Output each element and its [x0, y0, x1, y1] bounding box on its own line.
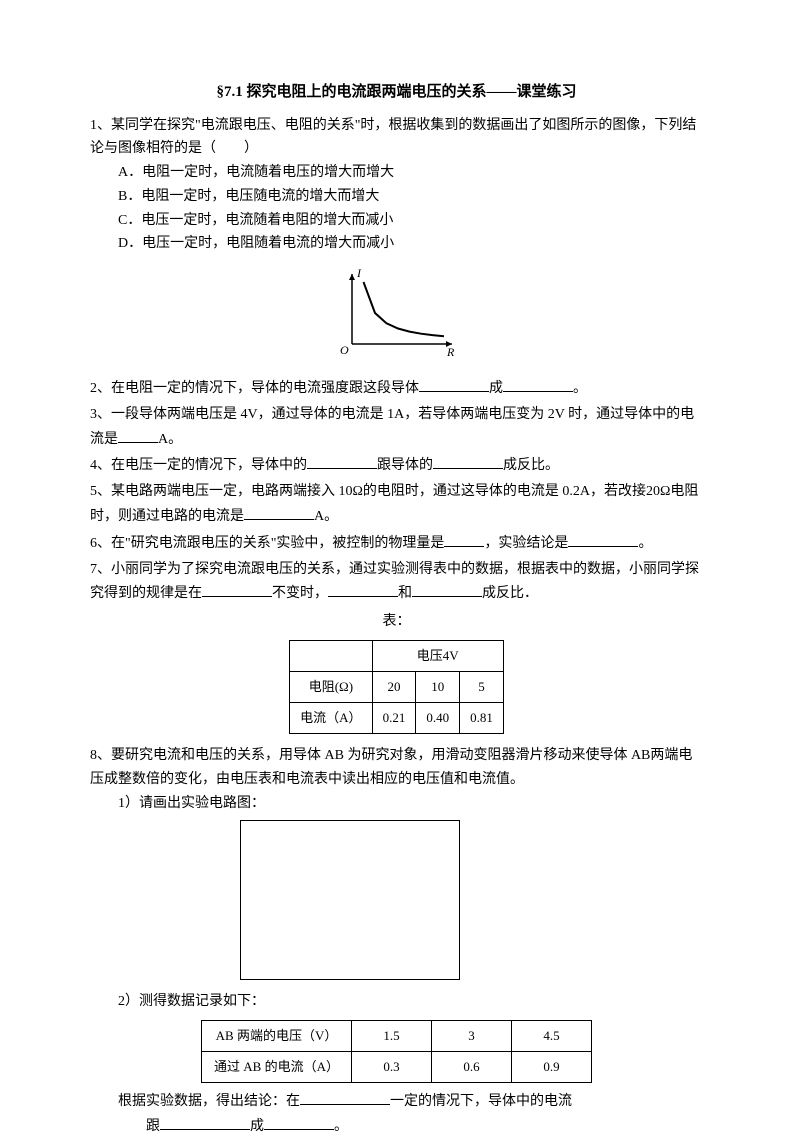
svg-text:I: I	[356, 266, 362, 280]
q8-conc-a: 根据实验数据，得出结论：在	[118, 1094, 300, 1109]
q7-blank-2[interactable]	[328, 581, 398, 597]
q8-conc-b: 一定的情况下，导体中的电流	[390, 1094, 572, 1109]
page-title: §7.1 探究电阻上的电流跟两端电压的关系——课堂练习	[90, 80, 703, 106]
q2-blank-2[interactable]	[503, 376, 573, 392]
q8-r1c1: 1.5	[352, 1020, 432, 1051]
q8-conc-e: 。	[334, 1119, 348, 1134]
q7-r1c1: 20	[372, 672, 416, 703]
q4-text: 4、在电压一定的情况下，导体中的	[90, 458, 307, 473]
q8-r1c3: 4.5	[512, 1020, 592, 1051]
q4-end: 成反比。	[503, 458, 559, 473]
q8-row2-label: 通过 AB 的电流（A）	[202, 1051, 352, 1082]
q1-option-b: B．电阻一定时，电压随电流的增大而增大	[90, 185, 703, 209]
q1-chart: I R O	[90, 264, 703, 368]
q1-stem: 1、某同学在探究"电流跟电压、电阻的关系"时，根据收集到的数据画出了如图所示的图…	[90, 114, 703, 162]
q8-part1: 1）请画出实验电路图：	[90, 792, 703, 816]
q8-circuit-box[interactable]	[240, 820, 460, 980]
q1-option-a: A．电阻一定时，电流随着电压的增大而增大	[90, 161, 703, 185]
q8-conc-d: 成	[250, 1119, 264, 1134]
q1-option-c: C．电压一定时，电流随着电阻的增大而减小	[90, 209, 703, 233]
question-6: 6、在"研究电流跟电压的关系"实验中，被控制的物理量是 ，实验结论是 。	[90, 531, 703, 556]
q7-table: 电压4V 电阻(Ω) 20 10 5 电流（A） 0.21 0.40 0.81	[289, 640, 504, 734]
q8-stem: 8、要研究电流和电压的关系，用导体 AB 为研究对象，用滑动变阻器滑片移动来使导…	[90, 744, 703, 792]
q8-conc-blank-1[interactable]	[300, 1089, 390, 1105]
q2-blank-1[interactable]	[419, 376, 489, 392]
q7-table-caption: 表：	[90, 610, 703, 634]
q6-mid: ，实验结论是	[484, 536, 568, 551]
question-1: 1、某同学在探究"电流跟电压、电阻的关系"时，根据收集到的数据画出了如图所示的图…	[90, 114, 703, 257]
q8-part2: 2）测得数据记录如下：	[90, 990, 703, 1014]
q2-mid: 成	[489, 381, 503, 396]
q8-conclusion: 根据实验数据，得出结论：在 一定的情况下，导体中的电流 跟 成 。	[90, 1089, 703, 1138]
q4-blank-1[interactable]	[307, 453, 377, 469]
q1-option-d: D．电压一定时，电阻随着电流的增大而减小	[90, 232, 703, 256]
q7-r1c3: 5	[460, 672, 504, 703]
q3-blank[interactable]	[118, 427, 158, 443]
q8-r1c2: 3	[432, 1020, 512, 1051]
q8-r2c2: 0.6	[432, 1051, 512, 1082]
q4-blank-2[interactable]	[433, 453, 503, 469]
q5-text: 5、某电路两端电压一定，电路两端接入 10Ω的电阻时，通过这导体的电流是 0.2…	[90, 484, 698, 524]
q3-end: A。	[158, 432, 182, 447]
q8-r2c1: 0.3	[352, 1051, 432, 1082]
q5-end: A。	[314, 509, 338, 524]
question-2: 2、在电阻一定的情况下，导体的电流强度跟这段导体 成 。	[90, 376, 703, 401]
q7-b: 和	[398, 586, 412, 601]
q7-r2c3: 0.81	[460, 703, 504, 734]
q8-row1-label: AB 两端的电压（V）	[202, 1020, 352, 1051]
q7-row2-label: 电流（A）	[290, 703, 372, 734]
q6-blank-1[interactable]	[444, 531, 484, 547]
q2-end: 。	[573, 381, 587, 396]
q5-blank[interactable]	[244, 504, 314, 520]
q7-a: 不变时，	[272, 586, 328, 601]
question-8: 8、要研究电流和电压的关系，用导体 AB 为研究对象，用滑动变阻器滑片移动来使导…	[90, 744, 703, 1138]
q7-blank-1[interactable]	[202, 581, 272, 597]
q7-c: 成反比．	[482, 586, 538, 601]
svg-text:O: O	[340, 343, 349, 357]
q8-table: AB 两端的电压（V） 1.5 3 4.5 通过 AB 的电流（A） 0.3 0…	[201, 1020, 592, 1083]
q4-mid: 跟导体的	[377, 458, 433, 473]
q6-end: 。	[638, 536, 652, 551]
q7-blank-3[interactable]	[412, 581, 482, 597]
q7-table-header: 电压4V	[372, 641, 503, 672]
q7-row1-label: 电阻(Ω)	[290, 672, 372, 703]
q2-text: 2、在电阻一定的情况下，导体的电流强度跟这段导体	[90, 381, 419, 396]
q7-r2c2: 0.40	[416, 703, 460, 734]
svg-text:R: R	[446, 345, 455, 359]
q8-r2c3: 0.9	[512, 1051, 592, 1082]
q6-blank-2[interactable]	[568, 531, 638, 547]
q6-text: 6、在"研究电流跟电压的关系"实验中，被控制的物理量是	[90, 536, 444, 551]
q7-r2c1: 0.21	[372, 703, 416, 734]
question-4: 4、在电压一定的情况下，导体中的 跟导体的 成反比。	[90, 453, 703, 478]
q8-conc-c: 跟	[146, 1119, 160, 1134]
question-5: 5、某电路两端电压一定，电路两端接入 10Ω的电阻时，通过这导体的电流是 0.2…	[90, 480, 703, 529]
question-7: 7、小丽同学为了探究电流跟电压的关系，通过实验测得表中的数据，根据表中的数据，小…	[90, 558, 703, 735]
question-3: 3、一段导体两端电压是 4V，通过导体的电流是 1A，若导体两端电压变为 2V …	[90, 403, 703, 452]
q7-r1c2: 10	[416, 672, 460, 703]
